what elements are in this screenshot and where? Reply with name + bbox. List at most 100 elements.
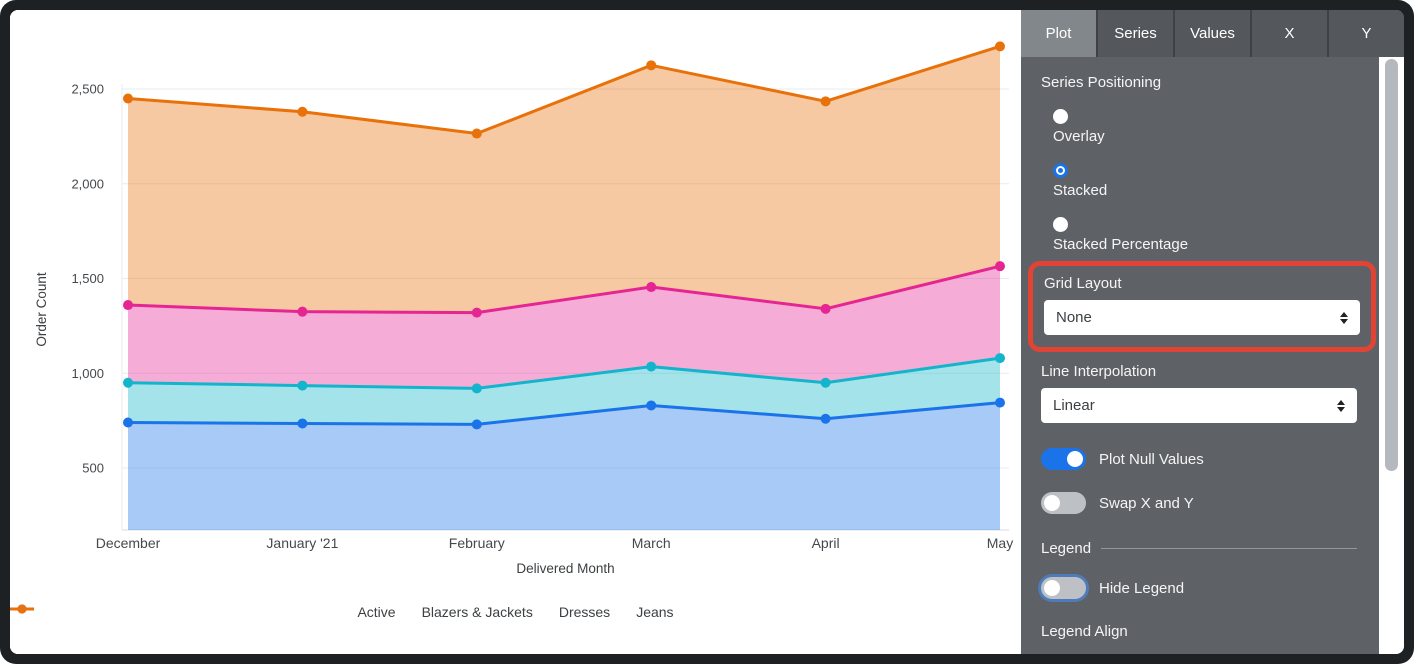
x-tick-label: March xyxy=(632,535,671,551)
grid-layout-highlight-box: Grid Layout None xyxy=(1028,261,1376,352)
data-point-blazers-jackets-january-21[interactable] xyxy=(297,380,308,391)
x-tick-label: December xyxy=(96,535,161,551)
tab-y[interactable]: Y xyxy=(1329,10,1404,57)
data-point-blazers-jackets-december[interactable] xyxy=(123,377,133,388)
legend-align-label: Legend Align xyxy=(1041,623,1128,640)
legend-section-header: Legend xyxy=(1041,540,1357,557)
data-point-blazers-jackets-march[interactable] xyxy=(646,361,657,372)
data-point-active-april[interactable] xyxy=(820,413,831,424)
x-tick-label: May xyxy=(987,535,1013,551)
hide-legend-row: Hide Legend xyxy=(1041,577,1357,599)
section-divider xyxy=(1101,548,1357,549)
toggle-knob xyxy=(1067,451,1083,467)
toggle-swap-x-and-y-off[interactable] xyxy=(1041,492,1086,514)
legend-item-blazers-jackets[interactable]: Blazers & Jackets xyxy=(10,604,533,620)
chart-legend: Active Blazers & Jackets Dresses Jeans xyxy=(10,604,1021,620)
grid-layout-select[interactable]: None xyxy=(1044,300,1360,335)
y-tick-label: 2,500 xyxy=(71,82,104,97)
radio-option-stacked-percentage[interactable]: Stacked Percentage xyxy=(1053,217,1357,253)
data-point-dresses-january-21[interactable] xyxy=(297,306,308,317)
radio-option-label: Stacked Percentage xyxy=(1053,236,1189,253)
legend-item-active[interactable]: Active xyxy=(10,604,396,620)
legend-section-title: Legend xyxy=(1041,540,1092,557)
toggle-row-plot-null-values: Plot Null Values xyxy=(1041,448,1357,470)
y-axis-title: Order Count xyxy=(34,272,49,347)
toggle-rows: Plot Null Values Swap X and Y xyxy=(1041,448,1357,514)
data-point-jeans-may[interactable] xyxy=(995,41,1005,52)
toggle-hide-legend-off[interactable] xyxy=(1041,577,1086,599)
tab-x[interactable]: X xyxy=(1252,10,1327,57)
toggle-row-hide-legend: Hide Legend xyxy=(1041,577,1357,599)
data-point-blazers-jackets-february[interactable] xyxy=(471,383,482,394)
y-tick-label: 1,500 xyxy=(71,271,104,286)
data-point-dresses-february[interactable] xyxy=(471,307,482,318)
line-interpolation-label: Line Interpolation xyxy=(1041,363,1157,380)
data-point-active-may[interactable] xyxy=(995,397,1005,408)
toggle-knob xyxy=(1044,495,1060,511)
legend-item-label: Dresses xyxy=(558,604,611,620)
area-band-dresses xyxy=(128,266,1000,389)
data-point-blazers-jackets-april[interactable] xyxy=(820,377,831,388)
toggle-label: Hide Legend xyxy=(1099,579,1185,597)
data-point-blazers-jackets-may[interactable] xyxy=(995,353,1005,364)
y-tick-label: 2,000 xyxy=(71,176,104,191)
panel-scrollbar-track[interactable] xyxy=(1379,57,1404,654)
toggle-plot-null-values-on[interactable] xyxy=(1041,448,1086,470)
data-point-jeans-february[interactable] xyxy=(471,128,482,139)
data-point-active-january-21[interactable] xyxy=(297,418,308,429)
radio-unselected-icon[interactable] xyxy=(1053,217,1068,232)
select-updown-icon xyxy=(1337,399,1345,412)
data-point-active-february[interactable] xyxy=(471,419,482,430)
tab-series[interactable]: Series xyxy=(1098,10,1173,57)
series-positioning-label: Series Positioning xyxy=(1041,74,1162,91)
series-line-active xyxy=(126,401,1002,426)
legend-item-label: Active xyxy=(357,604,396,620)
data-point-jeans-january-21[interactable] xyxy=(297,106,308,117)
line-interpolation-select-value: Linear xyxy=(1053,397,1095,414)
data-point-dresses-may[interactable] xyxy=(995,261,1005,272)
toggle-row-swap-x-and-y: Swap X and Y xyxy=(1041,492,1357,514)
tab-plot[interactable]: Plot xyxy=(1021,10,1096,57)
series-line-dresses xyxy=(126,264,1002,315)
x-tick-label: January '21 xyxy=(266,535,338,551)
data-point-active-march[interactable] xyxy=(646,400,657,411)
x-axis-title: Delivered Month xyxy=(516,561,614,576)
x-tick-label: February xyxy=(449,535,505,551)
data-point-dresses-march[interactable] xyxy=(646,282,657,293)
data-point-dresses-december[interactable] xyxy=(123,300,133,311)
legend-item-label: Jeans xyxy=(636,604,674,620)
legend-item-dresses[interactable]: Dresses xyxy=(10,604,611,620)
chart-area: 500 1,000 1,500 2,000 2,500 December January '… xyxy=(10,10,1021,654)
radio-option-stacked[interactable]: Stacked xyxy=(1053,163,1357,199)
plot-tab-content: Series Positioning Overlay Stacked Stacked… xyxy=(1021,57,1404,654)
toggle-knob xyxy=(1044,580,1060,596)
radio-option-overlay[interactable]: Overlay xyxy=(1053,109,1357,145)
stacked-area-chart: 500 1,000 1,500 2,000 2,500 December January '… xyxy=(34,41,1013,576)
radio-option-label: Overlay xyxy=(1053,128,1105,145)
toggle-label: Plot Null Values xyxy=(1099,450,1204,468)
legend-item-jeans[interactable]: Jeans xyxy=(10,604,674,620)
toggle-label: Swap X and Y xyxy=(1099,494,1194,512)
data-point-jeans-april[interactable] xyxy=(820,96,831,107)
legend-marker-icon xyxy=(10,604,34,614)
panel-tab-bar: Plot Series Values X Y xyxy=(1021,10,1404,57)
grid-layout-label: Grid Layout xyxy=(1044,275,1122,292)
y-tick-label: 500 xyxy=(82,461,104,476)
radio-selected-icon[interactable] xyxy=(1053,163,1068,178)
area-band-active xyxy=(128,402,1000,530)
data-point-jeans-march[interactable] xyxy=(646,60,657,71)
panel-scrollbar-thumb[interactable] xyxy=(1385,59,1398,471)
legend-item-label: Blazers & Jackets xyxy=(421,604,533,620)
x-tick-label: April xyxy=(812,535,840,551)
settings-panel: Plot Series Values X Y Series Positioning Ov… xyxy=(1021,10,1404,654)
data-point-active-december[interactable] xyxy=(123,417,133,428)
line-interpolation-select[interactable]: Linear xyxy=(1041,388,1357,423)
data-point-jeans-december[interactable] xyxy=(123,93,133,104)
y-tick-label: 1,000 xyxy=(71,366,104,381)
radio-unselected-icon[interactable] xyxy=(1053,109,1068,124)
area-band-jeans xyxy=(128,46,1000,313)
grid-layout-select-value: None xyxy=(1056,309,1092,326)
tab-values[interactable]: Values xyxy=(1175,10,1250,57)
data-point-dresses-april[interactable] xyxy=(820,303,831,314)
